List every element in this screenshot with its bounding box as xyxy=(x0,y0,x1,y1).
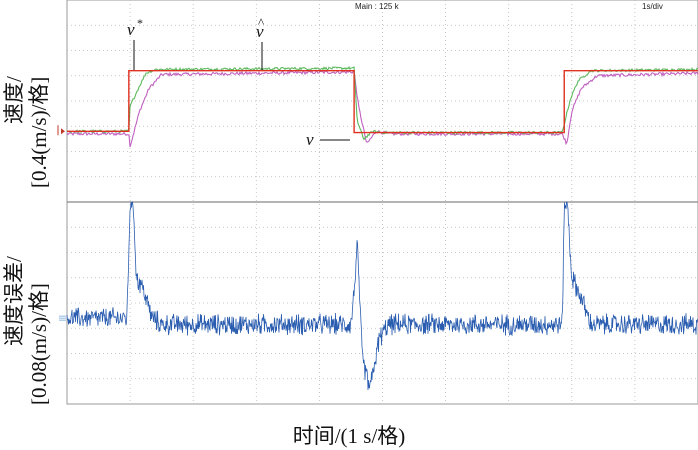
speed-ylabel-line2: [0.4(m/s)/格] xyxy=(27,76,51,188)
ref-label: v xyxy=(127,20,135,39)
speed-ylabel-line1: 速度/ xyxy=(2,76,26,124)
series-reference-line xyxy=(67,70,698,134)
est-hat: ^ xyxy=(258,15,264,30)
annotation-estimate: v ^ xyxy=(256,15,264,70)
series-actual-line xyxy=(66,70,698,148)
timebase-label: 1s/div xyxy=(642,2,663,11)
main-label: Main : 125 k xyxy=(355,2,399,11)
annotation-reference: v * xyxy=(127,16,143,70)
annotation-actual: v xyxy=(306,130,350,149)
est-label: v xyxy=(256,22,264,41)
error-ylabel-line1: 速度误差/ xyxy=(2,256,26,346)
speed-traces xyxy=(66,65,698,148)
series-error-line xyxy=(66,201,698,390)
channel-marker-error xyxy=(59,315,66,321)
ref-sup: * xyxy=(137,16,143,30)
act-label: v xyxy=(306,130,314,149)
channel-markers xyxy=(57,125,66,321)
channel-marker-speed xyxy=(61,128,65,135)
grid xyxy=(67,0,698,404)
error-ylabel-line2: [0.08(m/s)/格] xyxy=(27,283,51,405)
error-traces xyxy=(66,201,698,390)
x-axis-label: 时间/(1 s/格) xyxy=(292,424,406,448)
